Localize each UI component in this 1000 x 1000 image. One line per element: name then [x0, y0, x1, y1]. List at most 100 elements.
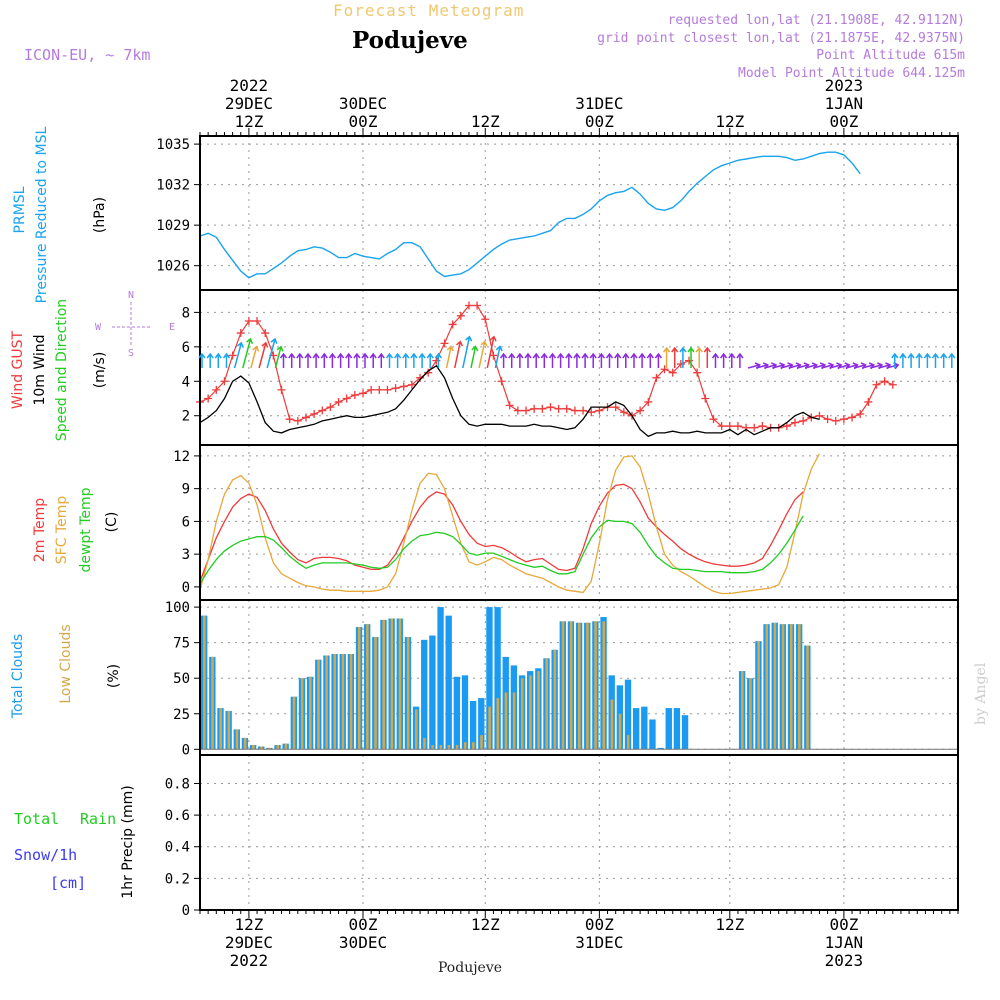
wind-direction-arrow — [369, 352, 377, 368]
pressure-label-2: Pressure Reduced to MSL — [34, 126, 50, 303]
low-cloud-bar — [610, 699, 614, 750]
wind-direction-arrow — [614, 352, 622, 368]
gust-marker — [717, 422, 726, 431]
wind-label-1: Wind GUST — [10, 330, 26, 409]
gust-marker — [750, 423, 759, 432]
wind-direction-arrow — [279, 352, 288, 368]
wind-label-3: Speed and Direction — [54, 299, 70, 441]
ytick-label-temperature: 0 — [182, 580, 190, 596]
gust-marker — [383, 385, 392, 394]
gust-marker — [228, 351, 237, 360]
low-cloud-bar — [765, 624, 769, 750]
bottom-time-label: 2022 — [230, 951, 269, 970]
wind-direction-arrow — [736, 352, 744, 368]
wind-direction-arrow — [931, 352, 940, 368]
cloud-unit: (%) — [106, 664, 122, 688]
precip-snow-unit: [cm] — [50, 874, 86, 892]
gust-marker — [310, 410, 319, 418]
gust-marker — [204, 394, 213, 403]
gust-marker — [790, 418, 799, 427]
gust-marker — [236, 329, 245, 338]
gust-marker — [497, 377, 506, 386]
wind-direction-arrow — [198, 352, 206, 368]
gust-marker — [391, 384, 400, 393]
gust-marker — [456, 311, 465, 320]
gust-marker — [359, 389, 368, 398]
gust-marker — [864, 397, 873, 406]
gust-marker — [407, 380, 416, 389]
ytick-label-temperature: 12 — [173, 449, 190, 465]
total-cloud-bar — [673, 708, 681, 750]
ytick-label-temperature: 9 — [182, 482, 190, 498]
wind-direction-arrow — [548, 352, 557, 368]
dewpt-line — [199, 515, 804, 584]
requested-coords: requested lon,lat (21.1908E, 42.9112N) — [668, 13, 965, 28]
gust-marker — [888, 380, 897, 389]
low-cloud-bar — [626, 735, 630, 750]
wind-direction-arrow — [462, 335, 473, 369]
gust-marker — [546, 403, 555, 412]
total-cloud-bar — [445, 615, 452, 750]
low-cloud-bar — [349, 654, 353, 750]
precip-unit: 1hr Precip (mm) — [120, 785, 136, 898]
low-cloud-bar — [586, 622, 589, 750]
top-time-label: 00Z — [349, 112, 378, 131]
wind-direction-arrow — [940, 352, 948, 368]
low-cloud-bar — [806, 645, 809, 750]
wind-direction-arrow — [233, 341, 244, 369]
low-cloud-bar — [300, 678, 304, 750]
gust-marker — [644, 397, 653, 406]
low-cloud-bar — [219, 708, 222, 750]
low-cloud-bar — [292, 696, 296, 750]
gust-marker — [301, 413, 310, 422]
wind-direction-arrow — [320, 352, 328, 368]
gust-marker — [440, 339, 449, 348]
wind-direction-arrow — [695, 346, 703, 368]
low-cloud-bar — [781, 624, 785, 750]
low-cloud-bar — [260, 746, 263, 750]
wind-direction-arrow — [565, 352, 573, 368]
top-time-label: 12Z — [234, 112, 263, 131]
time-ticks — [199, 128, 959, 918]
ytick-label-clouds: 25 — [173, 707, 190, 723]
gust-marker — [636, 406, 645, 415]
wind-direction-arrow — [581, 352, 589, 368]
gust-line — [199, 304, 894, 429]
wind-direction-arrow — [410, 352, 418, 368]
wind-direction-arrow — [948, 352, 956, 368]
wind-direction-arrow — [557, 352, 565, 368]
low-cloud-bar — [463, 742, 467, 750]
wind-direction-arrow — [500, 352, 508, 368]
top-time-label: 2023 — [825, 76, 864, 95]
panel-pressure: 1026 1029 1032 1035 — [156, 135, 959, 291]
wind-direction-arrow — [891, 352, 899, 368]
wind-direction-arrow — [478, 340, 488, 369]
wind-arrows — [198, 335, 956, 370]
gust-marker — [839, 415, 848, 424]
temp-unit: (C) — [104, 512, 120, 533]
ytick-label-clouds: 75 — [173, 636, 190, 652]
low-cloud-bar — [480, 735, 483, 750]
wind-direction-arrow — [573, 352, 581, 368]
low-cloud-bar — [406, 636, 410, 750]
total-cloud-bar — [649, 719, 656, 750]
wind-direction-arrow — [222, 352, 231, 368]
temp-labels: 2m Temp SFC Temp dewpt Temp (C) — [32, 487, 120, 572]
wind-direction-arrow — [242, 337, 254, 369]
gust-marker — [318, 406, 327, 415]
low-cloud-bar — [520, 678, 524, 750]
gust-marker — [570, 406, 579, 415]
total-cloud-bar — [665, 708, 672, 750]
temp-label-3: dewpt Temp — [78, 487, 94, 572]
ytick-label-pressure: 1026 — [156, 259, 190, 275]
bottom-time-label: 2023 — [825, 951, 864, 970]
top-time-label: 12Z — [715, 112, 744, 131]
wind-direction-arrow — [703, 346, 711, 368]
ytick-label-pressure: 1032 — [156, 178, 190, 194]
low-cloud-bar — [398, 618, 402, 750]
wind-direction-arrow — [353, 352, 361, 368]
bottom-time-label: 29DEC — [225, 933, 273, 952]
compass-rose: N S W E — [95, 290, 175, 359]
total-cloud-bar — [641, 706, 648, 750]
ytick-label-temperature: 6 — [182, 514, 190, 530]
